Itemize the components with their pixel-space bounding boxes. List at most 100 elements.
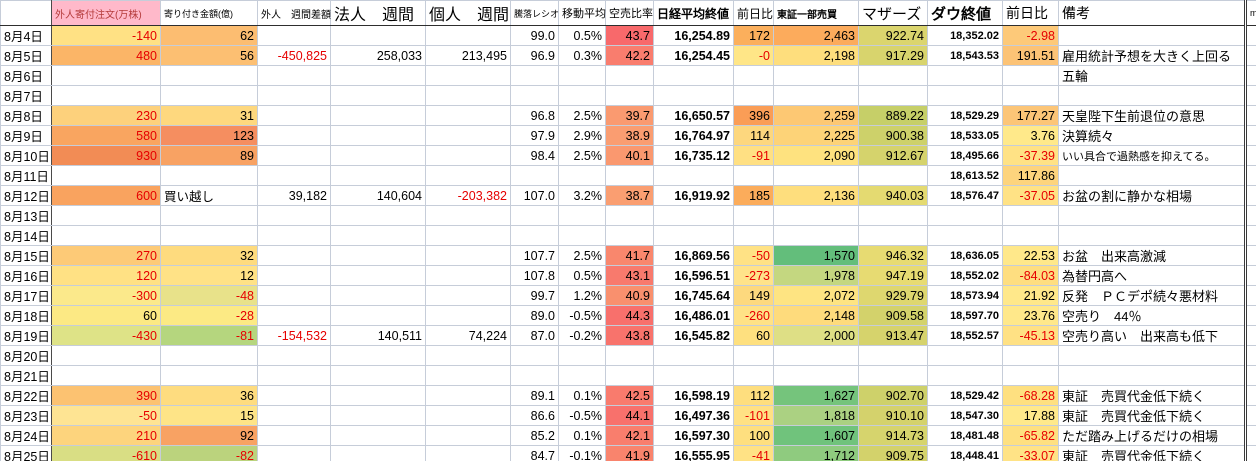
- cell-d_foreign[interactable]: [257, 205, 331, 226]
- cell-q_cut[interactable]: [1244, 185, 1256, 206]
- cell-g_adr[interactable]: 107.8: [510, 265, 559, 286]
- cell-g_adr[interactable]: 96.9: [510, 45, 559, 66]
- cell-h_ma[interactable]: -0.5%: [558, 305, 606, 326]
- cell-j_nikkei[interactable]: [653, 365, 734, 386]
- cell-h_ma[interactable]: 0.1%: [558, 425, 606, 446]
- header-date[interactable]: [0, 0, 52, 26]
- cell-d_foreign[interactable]: [257, 225, 331, 246]
- cell-d_foreign[interactable]: [257, 105, 331, 126]
- cell-l_tse[interactable]: [773, 65, 859, 86]
- cell-k_chg[interactable]: [733, 85, 774, 106]
- cell-n_dow[interactable]: 18,547.30: [927, 405, 1003, 426]
- cell-n_dow[interactable]: 18,597.70: [927, 305, 1003, 326]
- cell-d_foreign[interactable]: [257, 365, 331, 386]
- cell-k_chg[interactable]: 60: [733, 325, 774, 346]
- cell-q_cut[interactable]: [1244, 125, 1256, 146]
- cell-q_cut[interactable]: [1244, 405, 1256, 426]
- cell-l_tse[interactable]: 2,000: [773, 325, 859, 346]
- cell-e_corp[interactable]: [330, 205, 426, 226]
- row-date-cell[interactable]: 8月10日: [0, 145, 52, 166]
- cell-k_chg[interactable]: 172: [733, 25, 774, 46]
- cell-f_indiv[interactable]: [425, 85, 511, 106]
- cell-h_ma[interactable]: [558, 165, 606, 186]
- cell-q_cut[interactable]: [1244, 25, 1256, 46]
- cell-f_indiv[interactable]: [425, 405, 511, 426]
- cell-k_chg[interactable]: 185: [733, 185, 774, 206]
- header-o_chg[interactable]: 前日比: [1002, 0, 1059, 26]
- cell-c_amount[interactable]: 15: [160, 405, 258, 426]
- cell-c_amount[interactable]: [160, 65, 258, 86]
- cell-g_adr[interactable]: 107.7: [510, 245, 559, 266]
- cell-j_nikkei[interactable]: 16,596.51: [653, 265, 734, 286]
- cell-n_dow[interactable]: 18,552.57: [927, 325, 1003, 346]
- cell-b_orders[interactable]: [51, 85, 161, 106]
- cell-l_tse[interactable]: 1,570: [773, 245, 859, 266]
- cell-d_foreign[interactable]: [257, 425, 331, 446]
- row-date-cell[interactable]: 8月5日: [0, 45, 52, 66]
- cell-o_chg[interactable]: -45.13: [1002, 325, 1059, 346]
- cell-e_corp[interactable]: 140,511: [330, 325, 426, 346]
- cell-b_orders[interactable]: -50: [51, 405, 161, 426]
- cell-o_chg[interactable]: -84.03: [1002, 265, 1059, 286]
- row-date-cell[interactable]: 8月13日: [0, 205, 52, 226]
- cell-o_chg[interactable]: 17.88: [1002, 405, 1059, 426]
- cell-f_indiv[interactable]: [425, 25, 511, 46]
- cell-m_mothers[interactable]: 909.75: [858, 445, 928, 461]
- cell-b_orders[interactable]: 230: [51, 105, 161, 126]
- cell-i_ssr[interactable]: 43.8: [605, 325, 654, 346]
- cell-j_nikkei[interactable]: [653, 165, 734, 186]
- cell-h_ma[interactable]: -0.1%: [558, 445, 606, 461]
- cell-e_corp[interactable]: [330, 225, 426, 246]
- cell-q_cut[interactable]: [1244, 345, 1256, 366]
- cell-j_nikkei[interactable]: 16,597.30: [653, 425, 734, 446]
- cell-j_nikkei[interactable]: 16,254.45: [653, 45, 734, 66]
- cell-k_chg[interactable]: [733, 165, 774, 186]
- cell-k_chg[interactable]: 396: [733, 105, 774, 126]
- cell-f_indiv[interactable]: [425, 265, 511, 286]
- cell-o_chg[interactable]: 23.76: [1002, 305, 1059, 326]
- cell-l_tse[interactable]: 2,148: [773, 305, 859, 326]
- cell-p_remarks[interactable]: [1058, 345, 1246, 366]
- cell-n_dow[interactable]: 18,543.53: [927, 45, 1003, 66]
- cell-m_mothers[interactable]: 900.38: [858, 125, 928, 146]
- cell-f_indiv[interactable]: [425, 125, 511, 146]
- cell-f_indiv[interactable]: [425, 205, 511, 226]
- cell-i_ssr[interactable]: 42.5: [605, 385, 654, 406]
- row-date-cell[interactable]: 8月20日: [0, 345, 52, 366]
- row-date-cell[interactable]: 8月15日: [0, 245, 52, 266]
- cell-o_chg[interactable]: 22.53: [1002, 245, 1059, 266]
- cell-h_ma[interactable]: [558, 65, 606, 86]
- cell-h_ma[interactable]: [558, 205, 606, 226]
- cell-g_adr[interactable]: [510, 85, 559, 106]
- cell-k_chg[interactable]: [733, 225, 774, 246]
- cell-c_amount[interactable]: 56: [160, 45, 258, 66]
- cell-k_chg[interactable]: -50: [733, 245, 774, 266]
- cell-k_chg[interactable]: -91: [733, 145, 774, 166]
- cell-m_mothers[interactable]: 912.67: [858, 145, 928, 166]
- cell-n_dow[interactable]: [927, 345, 1003, 366]
- cell-m_mothers[interactable]: 913.47: [858, 325, 928, 346]
- cell-o_chg[interactable]: -37.39: [1002, 145, 1059, 166]
- cell-n_dow[interactable]: 18,529.42: [927, 385, 1003, 406]
- cell-k_chg[interactable]: -41: [733, 445, 774, 461]
- cell-l_tse[interactable]: 2,259: [773, 105, 859, 126]
- cell-n_dow[interactable]: 18,448.41: [927, 445, 1003, 461]
- cell-p_remarks[interactable]: [1058, 165, 1246, 186]
- cell-b_orders[interactable]: -430: [51, 325, 161, 346]
- cell-f_indiv[interactable]: -203,382: [425, 185, 511, 206]
- cell-i_ssr[interactable]: 43.7: [605, 25, 654, 46]
- row-date-cell[interactable]: 8月25日: [0, 445, 52, 461]
- cell-h_ma[interactable]: 1.2%: [558, 285, 606, 306]
- cell-e_corp[interactable]: [330, 365, 426, 386]
- cell-m_mothers[interactable]: 940.03: [858, 185, 928, 206]
- cell-q_cut[interactable]: [1244, 365, 1256, 386]
- cell-g_adr[interactable]: [510, 345, 559, 366]
- cell-l_tse[interactable]: 2,136: [773, 185, 859, 206]
- cell-o_chg[interactable]: [1002, 85, 1059, 106]
- cell-n_dow[interactable]: [927, 205, 1003, 226]
- cell-q_cut[interactable]: [1244, 225, 1256, 246]
- cell-m_mothers[interactable]: [858, 365, 928, 386]
- cell-l_tse[interactable]: 1,818: [773, 405, 859, 426]
- cell-p_remarks[interactable]: 東証 売買代金低下続く: [1058, 405, 1246, 426]
- cell-f_indiv[interactable]: [425, 285, 511, 306]
